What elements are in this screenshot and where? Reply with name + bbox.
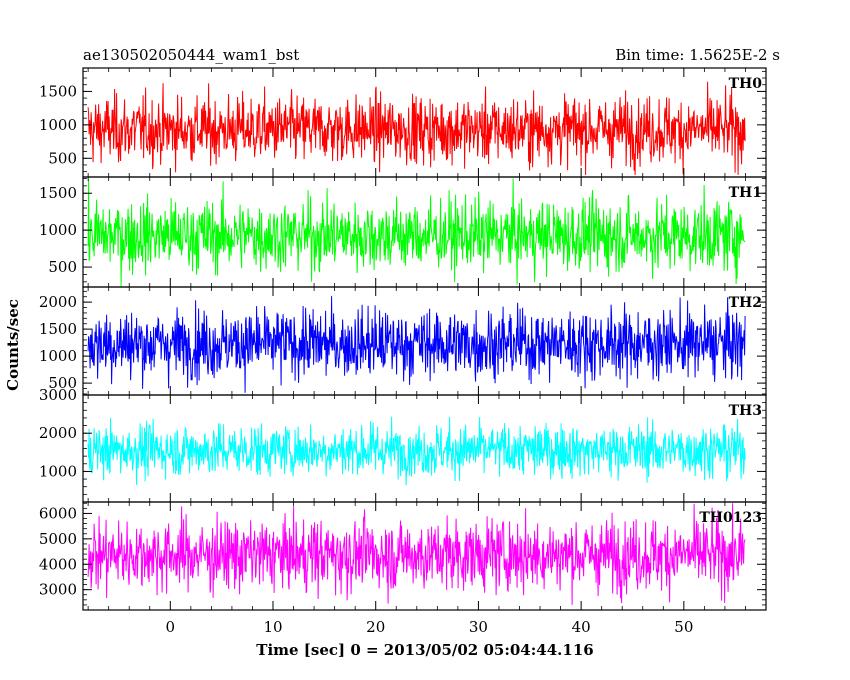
y-tick-label: 500	[48, 258, 77, 276]
panel-label-th3: TH3	[729, 403, 762, 419]
series-line-th0123	[87, 503, 746, 605]
series-line-th3	[87, 416, 746, 486]
x-tick-label: 10	[263, 618, 282, 636]
series-line-th0	[87, 81, 746, 176]
y-tick-label: 2000	[39, 424, 77, 442]
x-axis-title: Time [sec] 0 = 2013/05/02 05:04:44.116	[256, 641, 593, 659]
y-tick-label: 1000	[39, 462, 77, 480]
x-axis: 0 10 20 30 40 50	[166, 618, 694, 636]
panel-th3: 1000 2000 3000 TH3	[39, 386, 767, 503]
y-tick-label: 4000	[39, 555, 77, 573]
y-tick-label: 5000	[39, 530, 77, 548]
y-tick-label: 1500	[39, 320, 77, 338]
y-tick-label: 500	[48, 149, 77, 167]
y-axis-title: Counts/sec	[4, 299, 22, 391]
panel-label-th0123: TH0123	[699, 510, 762, 526]
panel-label-th0: TH0	[729, 76, 763, 92]
series-line-th2	[87, 296, 746, 393]
chart-title: ae130502050444_wam1_bst	[83, 46, 299, 64]
y-tick-label: 1500	[39, 184, 77, 202]
y-tick-label: 1000	[39, 221, 77, 239]
y-tick-label: 6000	[39, 504, 77, 522]
panel-label-th2: TH2	[729, 295, 762, 311]
panel-th0123: 3000 4000 5000 6000 TH0123	[39, 501, 767, 611]
panel-th0: 500 1000 1500 TH0	[39, 67, 767, 178]
x-tick-label: 20	[366, 618, 385, 636]
panel-label-th1: TH1	[729, 185, 762, 201]
y-tick-label: 3000	[39, 581, 77, 599]
y-tick-label: 1000	[39, 116, 77, 134]
y-tick-label: 1500	[39, 82, 77, 100]
y-tick-label: 1000	[39, 347, 77, 365]
x-tick-label: 40	[572, 618, 591, 636]
bin-time-label: Bin time: 1.5625E-2 s	[615, 46, 780, 64]
y-tick-label: 500	[48, 374, 77, 392]
x-tick-label: 0	[166, 618, 176, 636]
series-line-th1	[87, 178, 746, 287]
panel-th1: 500 1000 1500 TH1	[39, 176, 767, 288]
y-tick-label: 2000	[39, 293, 77, 311]
panel-th2: 500 1000 1500 2000 TH2	[39, 286, 767, 396]
panel-frame	[82, 501, 767, 611]
panels: 500 1000 1500 TH0 500 1000 1500 TH1 500 1000 1500 2…	[39, 67, 767, 611]
y-tick-label: 3000	[39, 386, 77, 404]
x-tick-label: 50	[674, 618, 693, 636]
x-tick-label: 30	[469, 618, 488, 636]
